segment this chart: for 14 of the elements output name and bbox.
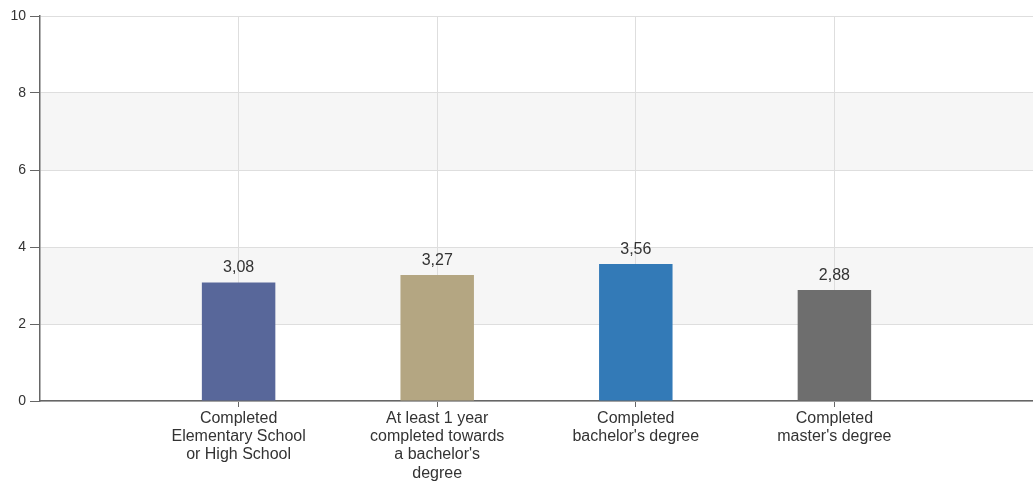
- y-tick-label: 4: [18, 237, 27, 254]
- data-label: 3,56: [620, 239, 652, 257]
- x-tick-label: Completed master's degree: [777, 408, 892, 445]
- y-tick-label: 6: [18, 160, 27, 177]
- y-tick-label: 8: [18, 83, 27, 100]
- y-tick-label: 2: [18, 314, 27, 331]
- data-label: 3,08: [223, 258, 255, 276]
- y-tick-label: 10: [10, 6, 27, 23]
- data-label: 2,88: [818, 266, 851, 284]
- x-tick-label: Completed bachelor's degree: [572, 408, 700, 445]
- x-tick-label: Completed Elementary School or High School: [171, 408, 306, 463]
- y-tick-label: 0: [18, 391, 27, 408]
- x-tick-label: At least 1 year completed towards a bachelor's degree: [370, 408, 505, 481]
- data-label: 3,27: [421, 251, 453, 269]
